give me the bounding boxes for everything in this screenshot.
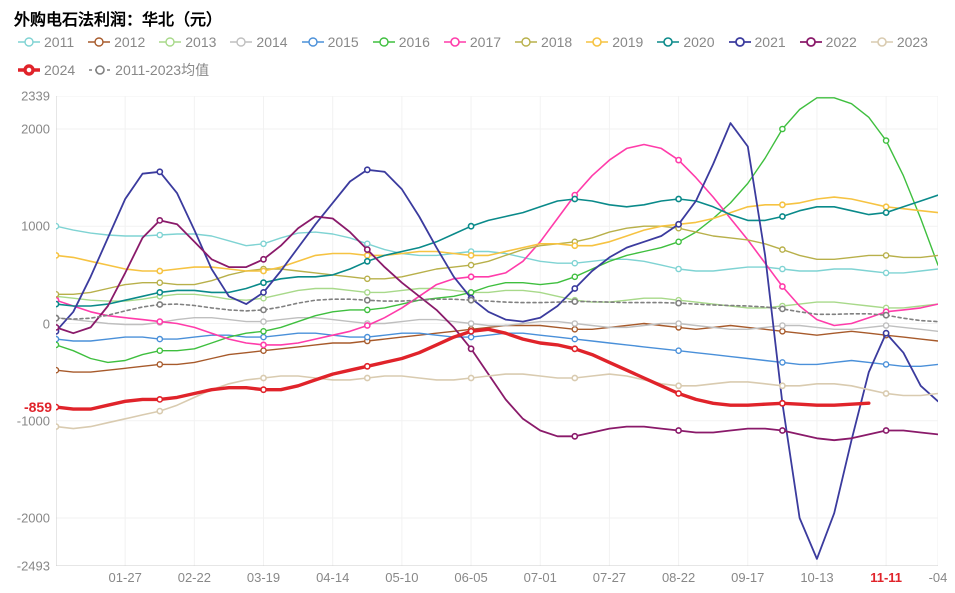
chart-title: 外购电石法利润：华北（元） — [14, 6, 222, 30]
legend-label-s2018: 2018 — [541, 34, 572, 50]
legend-item-s2021[interactable]: 2021 — [729, 34, 786, 50]
y-tick-label: -2000 — [17, 511, 56, 526]
legend-swatch-s2020 — [657, 36, 679, 48]
x-tick-label: 01-27 — [109, 566, 142, 585]
legend-label-s2023: 2023 — [897, 34, 928, 50]
y-tick-label: 2000 — [21, 121, 56, 136]
y-tick-label: 0 — [43, 316, 56, 331]
legend-label-s2022: 2022 — [826, 34, 857, 50]
annotation-label: -859 — [24, 399, 56, 415]
x-tick-label: 07-27 — [593, 566, 626, 585]
legend-item-savg[interactable]: 2011-2023均值 — [89, 60, 209, 80]
legend-item-s2023[interactable]: 2023 — [871, 34, 928, 50]
legend-item-s2016[interactable]: 2016 — [373, 34, 430, 50]
chart-root: 外购电石法利润：华北（元） 20112012201320142015201620… — [0, 0, 955, 593]
legend-swatch-s2018 — [515, 36, 537, 48]
x-tick-label: 05-10 — [385, 566, 418, 585]
y-tick-label: -2493 — [17, 559, 56, 574]
legend-swatch-s2015 — [302, 36, 324, 48]
legend-label-s2014: 2014 — [256, 34, 287, 50]
legend-item-s2019[interactable]: 2019 — [586, 34, 643, 50]
legend-label-s2013: 2013 — [185, 34, 216, 50]
legend-item-s2013[interactable]: 2013 — [159, 34, 216, 50]
x-tick-label: 06-05 — [454, 566, 487, 585]
legend-item-s2014[interactable]: 2014 — [230, 34, 287, 50]
legend-swatch-s2023 — [871, 36, 893, 48]
legend-swatch-s2024 — [18, 64, 40, 76]
legend-label-s2024: 2024 — [44, 62, 75, 78]
legend-label-s2021: 2021 — [755, 34, 786, 50]
legend-swatch-s2012 — [88, 36, 110, 48]
legend-swatch-s2017 — [444, 36, 466, 48]
legend-swatch-s2014 — [230, 36, 252, 48]
legend-label-s2011: 2011 — [44, 34, 74, 50]
plot-svg — [56, 96, 938, 566]
legend-label-s2017: 2017 — [470, 34, 501, 50]
legend-item-s2022[interactable]: 2022 — [800, 34, 857, 50]
legend-swatch-s2016 — [373, 36, 395, 48]
legend-swatch-s2011 — [18, 36, 40, 48]
legend-label-s2015: 2015 — [328, 34, 359, 50]
legend-swatch-s2019 — [586, 36, 608, 48]
legend-label-savg: 2011-2023均值 — [115, 60, 209, 80]
legend-label-s2019: 2019 — [612, 34, 643, 50]
legend-item-s2018[interactable]: 2018 — [515, 34, 572, 50]
legend-swatch-s2022 — [800, 36, 822, 48]
plot-area: -2493-2000-1000010002000233901-2702-2203… — [56, 96, 938, 566]
legend-label-s2020: 2020 — [683, 34, 714, 50]
x-tick-label: 07-01 — [524, 566, 557, 585]
x-tick-label: 11-11 — [870, 566, 902, 585]
y-tick-label: 1000 — [21, 219, 56, 234]
legend: 2011 2012 2013 2014 2015 2016 2017 2018 2019 2020… — [18, 34, 938, 80]
legend-swatch-savg — [89, 64, 111, 76]
legend-item-s2011[interactable]: 2011 — [18, 34, 74, 50]
legend-item-s2017[interactable]: 2017 — [444, 34, 501, 50]
x-tick-label: 02-22 — [178, 566, 211, 585]
y-tick-label: -1000 — [17, 413, 56, 428]
legend-item-s2012[interactable]: 2012 — [88, 34, 145, 50]
legend-swatch-s2021 — [729, 36, 751, 48]
legend-label-s2016: 2016 — [399, 34, 430, 50]
x-tick-label: 04-14 — [316, 566, 349, 585]
y-tick-label: 2339 — [21, 89, 56, 104]
legend-item-s2020[interactable]: 2020 — [657, 34, 714, 50]
legend-label-s2012: 2012 — [114, 34, 145, 50]
legend-swatch-s2013 — [159, 36, 181, 48]
legend-item-s2015[interactable]: 2015 — [302, 34, 359, 50]
legend-item-s2024[interactable]: 2024 — [18, 62, 75, 78]
x-tick-label: 08-22 — [662, 566, 695, 585]
x-tick-label: 10-13 — [800, 566, 833, 585]
x-tick-label: -04 — [929, 566, 948, 585]
x-tick-label: 09-17 — [731, 566, 764, 585]
x-tick-label: 03-19 — [247, 566, 280, 585]
